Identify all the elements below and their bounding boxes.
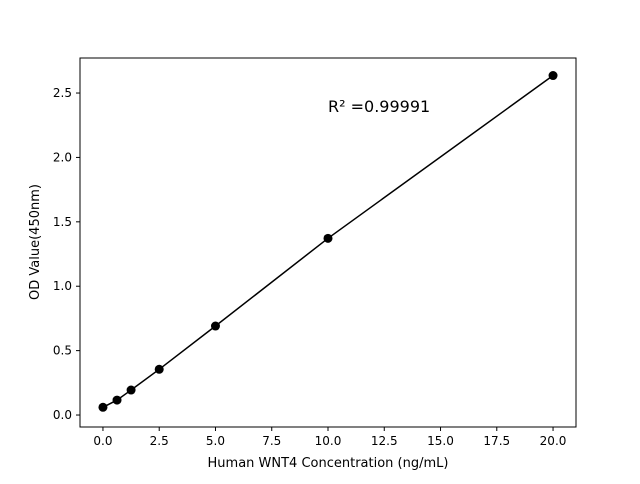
y-tick-label: 0.5 xyxy=(53,344,72,358)
y-axis-label: OD Value(450nm) xyxy=(28,184,43,300)
data-point xyxy=(210,321,220,331)
y-tick-label: 1.0 xyxy=(53,279,72,293)
y-tick-label: 1.5 xyxy=(53,215,72,229)
x-tick-label: 5.0 xyxy=(206,434,225,448)
x-tick-label: 2.5 xyxy=(150,434,169,448)
plot-frame xyxy=(79,57,577,428)
x-tick-label: 15.0 xyxy=(427,434,454,448)
x-tick-label: 10.0 xyxy=(315,434,342,448)
x-tick-label: 0.0 xyxy=(93,434,112,448)
data-point xyxy=(154,364,164,374)
data-point xyxy=(323,233,333,243)
data-point xyxy=(112,395,122,405)
data-point xyxy=(98,402,108,412)
y-tick-label: 2.5 xyxy=(53,86,72,100)
y-tick-label: 2.0 xyxy=(53,150,72,164)
r-squared-annotation: R² =0.99991 xyxy=(328,97,430,116)
y-tick-label: 0.0 xyxy=(53,408,72,422)
x-tick-label: 17.5 xyxy=(483,434,510,448)
x-axis-label: Human WNT4 Concentration (ng/mL) xyxy=(208,456,449,471)
x-tick-label: 12.5 xyxy=(371,434,398,448)
x-tick-label: 7.5 xyxy=(262,434,281,448)
data-point xyxy=(548,71,558,81)
data-point xyxy=(126,385,136,395)
x-tick-label: 20.0 xyxy=(540,434,567,448)
